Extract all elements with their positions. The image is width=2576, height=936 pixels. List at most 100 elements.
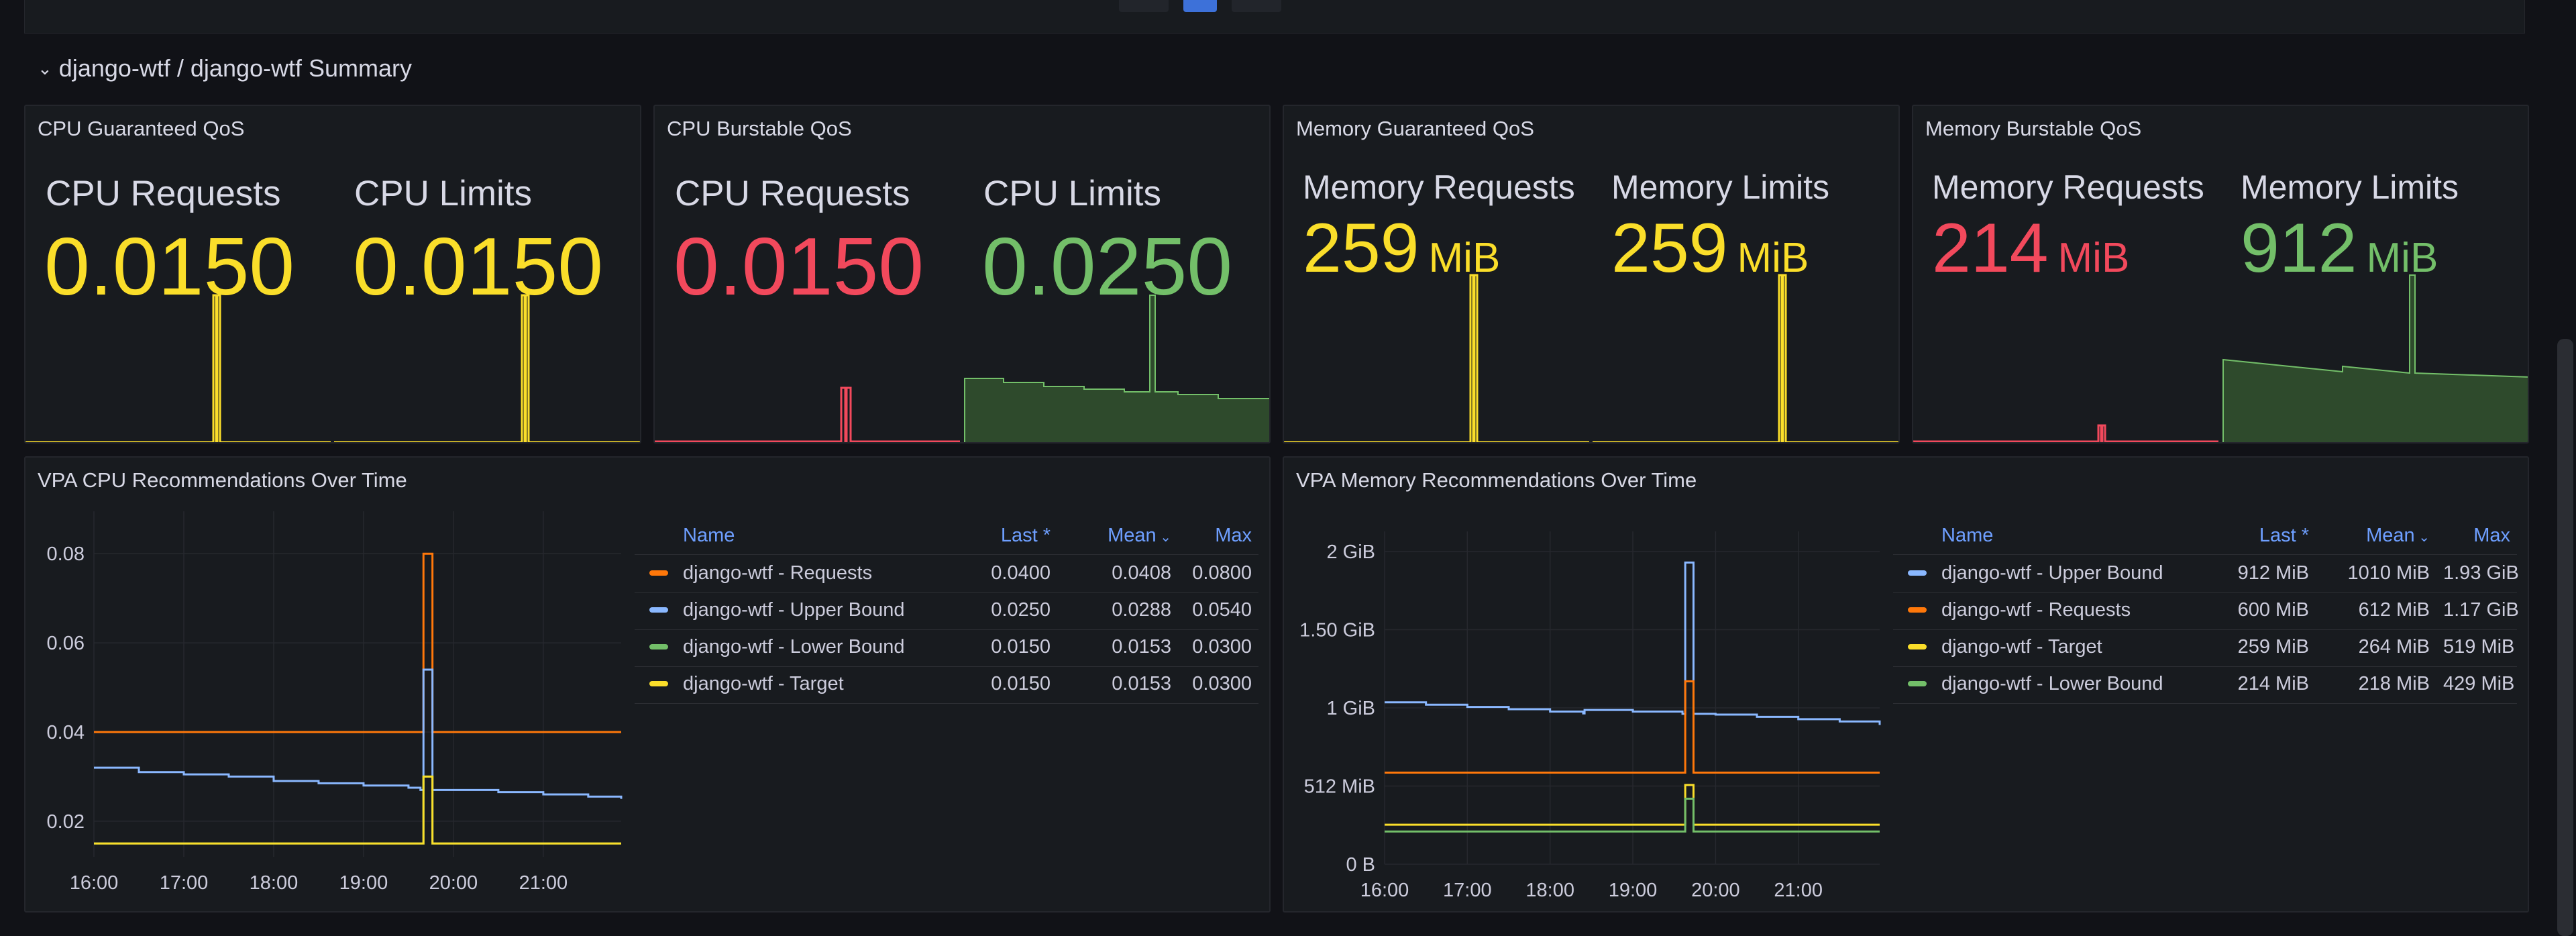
panel-title: Memory Guaranteed QoS xyxy=(1296,117,1534,140)
series-line xyxy=(1385,561,1881,725)
series-line xyxy=(94,775,621,845)
legend-mean: 218 MiB xyxy=(2358,673,2430,694)
vpa-cpu-timeseries-chart[interactable]: 0.02 0.04 0.06 0.08 16:00 17:00 18:00 19:00 20:0… xyxy=(25,458,629,894)
stat-value-cpu-limits: 0.0150 xyxy=(353,221,604,312)
legend-header-max[interactable]: Max xyxy=(2473,525,2510,546)
page-scrollbar-thumb[interactable] xyxy=(2557,339,2573,936)
series-color-swatch xyxy=(649,570,668,576)
legend-header-name[interactable]: Name xyxy=(683,525,735,546)
legend-mean: 0.0153 xyxy=(1112,636,1171,658)
sparkline-cpu-burstable xyxy=(655,295,1269,442)
row-title: django-wtf / django-wtf Summary xyxy=(58,54,413,82)
y-tick-label: 512 MiB xyxy=(1304,776,1375,798)
y-tick-label: 0.04 xyxy=(47,722,85,743)
stat-value-cpu-requests: 0.0150 xyxy=(44,221,295,312)
legend-last: 0.0150 xyxy=(991,636,1051,658)
panel-title: Memory Burstable QoS xyxy=(1925,117,2142,140)
legend-header-last[interactable]: Last * xyxy=(1000,525,1051,546)
row-header[interactable]: ⌄ django-wtf / django-wtf Summary xyxy=(38,52,412,85)
panel-title: VPA CPU Recommendations Over Time xyxy=(38,468,407,492)
panel-cpu-guaranteed-qos[interactable]: CPU Guaranteed QoS CPU Requests 0.0150 C… xyxy=(24,105,641,444)
x-tick-label: 18:00 xyxy=(250,872,299,894)
sparkline-memory-guaranteed xyxy=(1284,274,1898,442)
panel-memory-guaranteed-qos[interactable]: Memory Guaranteed QoS Memory Requests 25… xyxy=(1283,105,1900,444)
x-tick-label: 20:00 xyxy=(429,872,478,894)
legend-row[interactable]: django-wtf - Lower Bound 0.0150 0.0153 0.03… xyxy=(635,636,1258,673)
legend-header-max[interactable]: Max xyxy=(1215,525,1252,546)
stat-label-memory-limits: Memory Limits xyxy=(2241,168,2459,206)
stat-label-cpu-requests: CPU Requests xyxy=(675,174,910,213)
legend-row[interactable]: django-wtf - Lower Bound 214 MiB 218 MiB 42… xyxy=(1893,673,2517,710)
x-tick-label: 17:00 xyxy=(1443,880,1492,901)
legend-last: 0.0250 xyxy=(991,599,1051,621)
legend-max: 0.0540 xyxy=(1192,599,1252,621)
series-color-swatch xyxy=(1908,644,1927,649)
legend-max: 429 MiB xyxy=(2443,673,2515,694)
sort-chevron-icon: ⌄ xyxy=(2414,530,2430,545)
series-line xyxy=(1385,784,1880,826)
x-tick-label: 21:00 xyxy=(519,872,568,894)
stat-value-memory-limits: 259 MiB xyxy=(1611,209,1809,287)
legend-header-name[interactable]: Name xyxy=(1941,525,1994,546)
legend-row[interactable]: django-wtf - Requests 600 MiB 612 MiB 1.17 … xyxy=(1893,599,2519,636)
series-color-swatch xyxy=(649,644,668,649)
stat-value-cpu-limits: 0.0250 xyxy=(982,221,1233,312)
panel-memory-burstable-qos[interactable]: Memory Burstable QoS Memory Requests 214… xyxy=(1912,105,2529,444)
series-line xyxy=(1385,680,1880,774)
y-tick-label: 0.06 xyxy=(47,633,85,654)
vpa-cpu-legend-table: Name Last * Mean ⌄ Max django-wtf - Requ… xyxy=(635,525,1258,793)
legend-name: django-wtf - Requests xyxy=(683,562,873,584)
series-color-swatch xyxy=(1908,570,1927,576)
series-line xyxy=(94,668,623,799)
stat-value-memory-limits: 912 MiB xyxy=(2241,209,2438,287)
legend-max: 0.0300 xyxy=(1192,673,1252,694)
legend-max: 1.17 GiB xyxy=(2443,599,2519,621)
pagination-next-button[interactable] xyxy=(1232,0,1281,12)
legend-last: 600 MiB xyxy=(2237,599,2309,621)
panel-cpu-burstable-qos[interactable]: CPU Burstable QoS CPU Requests 0.0150 CP… xyxy=(653,105,1271,444)
x-tick-label: 18:00 xyxy=(1525,880,1574,901)
legend-row[interactable]: django-wtf - Target 259 MiB 264 MiB 519 MiB xyxy=(1893,636,2517,673)
stat-label-cpu-requests: CPU Requests xyxy=(46,174,281,213)
y-tick-label: 0 B xyxy=(1346,854,1375,876)
legend-name: django-wtf - Lower Bound xyxy=(1941,673,2163,694)
stat-value-memory-requests: 259 MiB xyxy=(1303,209,1501,287)
stat-value-memory-requests: 214 MiB xyxy=(1932,209,2130,287)
legend-header-last[interactable]: Last * xyxy=(2259,525,2309,546)
legend-name: django-wtf - Target xyxy=(683,673,844,694)
legend-row[interactable]: django-wtf - Requests 0.0400 0.0408 0.0800 xyxy=(635,562,1258,599)
panel-vpa-cpu-recommendations[interactable]: VPA CPU Recommendations Over Time 0.02 0.… xyxy=(24,456,1271,913)
legend-last: 912 MiB xyxy=(2237,562,2309,584)
panel-vpa-memory-recommendations[interactable]: VPA Memory Recommendations Over Time 0 B… xyxy=(1283,456,2529,913)
x-tick-label: 16:00 xyxy=(70,872,119,894)
legend-mean: 612 MiB xyxy=(2358,599,2430,621)
legend-name: django-wtf - Requests xyxy=(1941,599,2131,621)
legend-name: django-wtf - Lower Bound xyxy=(683,636,905,658)
legend-row[interactable]: django-wtf - Target 0.0150 0.0153 0.0300 xyxy=(635,673,1258,710)
legend-mean: 0.0153 xyxy=(1112,673,1171,694)
legend-row[interactable]: django-wtf - Upper Bound 912 MiB 1010 MiB 1… xyxy=(1893,562,2519,599)
sparkline-memory-burstable xyxy=(1913,274,2528,442)
vpa-memory-timeseries-chart[interactable]: 0 B 512 MiB 1 GiB 1.50 GiB 2 GiB 16:00 17:00 18… xyxy=(1284,458,1888,901)
series-color-swatch xyxy=(649,607,668,613)
x-tick-label: 20:00 xyxy=(1691,880,1740,901)
legend-header-mean[interactable]: Mean ⌄ xyxy=(1108,525,1171,546)
legend-name: django-wtf - Upper Bound xyxy=(683,599,905,621)
series-line xyxy=(94,775,621,845)
legend-max: 0.0300 xyxy=(1192,636,1252,658)
y-tick-label: 0.02 xyxy=(47,811,85,833)
legend-max: 1.93 GiB xyxy=(2443,562,2519,584)
legend-row[interactable]: django-wtf - Upper Bound 0.0250 0.0288 0.05… xyxy=(635,599,1258,636)
pagination-prev-button[interactable] xyxy=(1119,0,1169,12)
x-tick-label: 17:00 xyxy=(160,872,209,894)
y-tick-label: 0.08 xyxy=(47,543,85,565)
legend-header-mean[interactable]: Mean ⌄ xyxy=(2366,525,2430,546)
y-tick-label: 1.50 GiB xyxy=(1299,620,1375,641)
x-tick-label: 19:00 xyxy=(1609,880,1658,901)
legend-mean: 0.0408 xyxy=(1112,562,1171,584)
legend-max: 0.0800 xyxy=(1192,562,1252,584)
pagination-page-button[interactable] xyxy=(1183,0,1217,12)
panel-title: CPU Burstable QoS xyxy=(667,117,852,140)
chevron-down-icon: ⌄ xyxy=(38,58,52,79)
sparkline-cpu-guaranteed xyxy=(25,294,640,442)
